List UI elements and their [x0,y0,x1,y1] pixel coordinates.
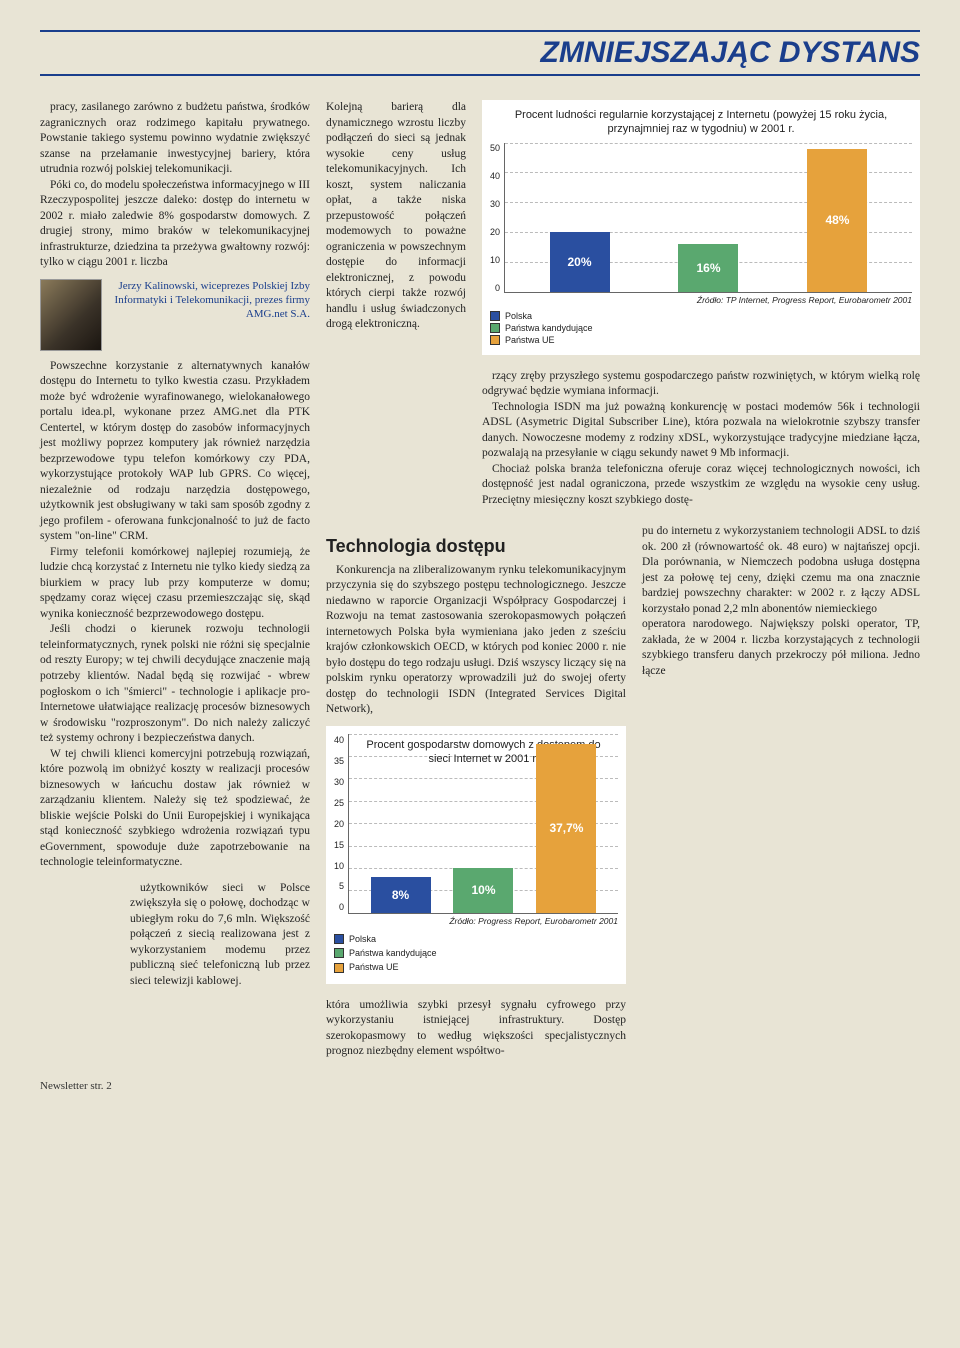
column-3-top: rzący zręby przyszłego systemu gospodarc… [482,369,920,509]
column-3-bottom: pu do internetu z wykorzystaniem technol… [642,524,920,1059]
page-title: ZMNIEJSZAJĄC DYSTANS [40,30,920,76]
right-columns: Kolejną barierą dla dynamicznego wzrostu… [326,100,920,1060]
chart-title: Procent ludności regularnie korzystające… [490,108,912,137]
body-text: Kolejną barierą dla dynamicznego wzrostu… [326,100,466,333]
column-1: pracy, zasilanego zarówno z budżetu pańs… [40,100,310,1060]
body-text: Jeśli chodzi o kierunek rozwoju technolo… [40,622,310,746]
body-text: operatora narodowego. Największy polski … [642,617,920,679]
chart-plot: 4035302520151050Procent gospodarstw domo… [334,734,618,914]
body-text: Konkurencja na zliberalizowanym rynku te… [326,563,626,718]
column-2-top: Kolejną barierą dla dynamicznego wzrostu… [326,100,466,508]
body-text: użytkowników sieci w Polsce zwiększyła s… [130,881,310,990]
author-photo [40,279,102,351]
content-area: pracy, zasilanego zarówno z budżetu pańs… [40,100,920,1060]
section-heading: Technologia dostępu [326,534,626,558]
author-block: Jerzy Kalinowski, wiceprezes Polskiej Iz… [40,279,310,351]
author-caption: Jerzy Kalinowski, wiceprezes Polskiej Iz… [112,279,310,351]
chart-1: Procent ludności regularnie korzystające… [482,100,920,355]
body-text: rzący zręby przyszłego systemu gospodarc… [482,369,920,400]
body-text: pracy, zasilanego zarówno z budżetu pańs… [40,100,310,178]
chart-source: Źródło: Progress Report, Eurobarometr 20… [334,916,618,927]
body-text: W tej chwili klienci komercyjni potrzebu… [40,747,310,871]
body-text: Firmy telefonii komórkowej najlepiej roz… [40,545,310,623]
chart-legend: PolskaPaństwa kandydującePaństwa UE [490,311,912,345]
chart-1-container: Procent ludności regularnie korzystające… [482,100,920,508]
page-footer: Newsletter str. 2 [40,1080,920,1092]
body-text: pu do internetu z wykorzystaniem technol… [642,524,920,617]
chart-legend: PolskaPaństwa kandydującePaństwa UE [334,933,618,973]
body-text: Chociaż polska branża telefoniczna oferu… [482,462,920,509]
body-text: Powszechne korzystanie z alternatywnych … [40,359,310,545]
column-2-mid: Technologia dostępu Konkurencja na zlibe… [326,524,626,1059]
chart-plot: 5040302010020%16%48% [490,143,912,293]
body-text: która umożliwia szybki przesył sygnału c… [326,998,626,1060]
chart-source: Źródło: TP Internet, Progress Report, Eu… [490,295,912,305]
chart-2: 4035302520151050Procent gospodarstw domo… [326,726,626,984]
body-text: Technologia ISDN ma już poważną konkuren… [482,400,920,462]
body-text: Póki co, do modelu społeczeństwa informa… [40,178,310,271]
